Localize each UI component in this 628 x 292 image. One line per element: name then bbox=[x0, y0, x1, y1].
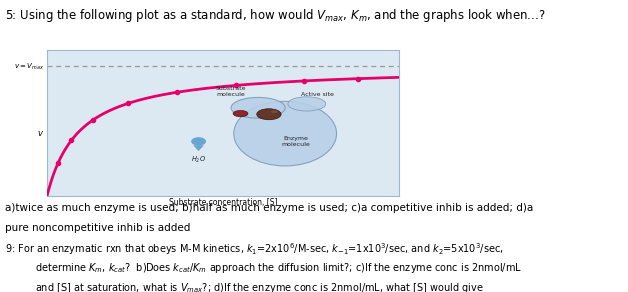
Polygon shape bbox=[193, 145, 204, 151]
Ellipse shape bbox=[231, 98, 285, 118]
Text: $H_2O$: $H_2O$ bbox=[191, 155, 206, 165]
Text: Substrate
molecule: Substrate molecule bbox=[216, 86, 246, 98]
Ellipse shape bbox=[234, 101, 337, 166]
Ellipse shape bbox=[233, 110, 248, 117]
Text: 9: For an enzymatic rxn that obeys M-M kinetics, $k_1$=2x10$^6$/M-sec, $k_{-1}$=: 9: For an enzymatic rxn that obeys M-M k… bbox=[5, 241, 504, 257]
Text: Active site: Active site bbox=[301, 93, 334, 98]
Text: $v$: $v$ bbox=[37, 129, 45, 138]
Text: a)twice as much enzyme is used; b)half as much enzyme is used; c)a competitive i: a)twice as much enzyme is used; b)half a… bbox=[5, 203, 533, 213]
Text: determine $K_m$, $k_{cat}$?  b)Does $k_{cat}$/$K_m$ approach the diffusion limit: determine $K_m$, $k_{cat}$? b)Does $k_{c… bbox=[35, 261, 521, 275]
Text: 5: Using the following plot as a standard, how would $V_{max}$, $K_m$, and the g: 5: Using the following plot as a standar… bbox=[5, 7, 546, 24]
Text: Enzyme
molecule: Enzyme molecule bbox=[281, 136, 310, 147]
X-axis label: Substrate concentration, [S]: Substrate concentration, [S] bbox=[169, 199, 277, 207]
Ellipse shape bbox=[271, 110, 278, 113]
Text: and [S] at saturation, what is $V_{max}$?; d)If the enzyme conc is 2nmol/mL, wha: and [S] at saturation, what is $V_{max}$… bbox=[35, 281, 483, 292]
Ellipse shape bbox=[191, 137, 206, 146]
Text: pure noncompetitive inhib is added: pure noncompetitive inhib is added bbox=[5, 223, 190, 233]
Ellipse shape bbox=[257, 109, 281, 120]
Ellipse shape bbox=[288, 97, 326, 111]
Text: $v = V_{max}$: $v = V_{max}$ bbox=[14, 61, 45, 72]
